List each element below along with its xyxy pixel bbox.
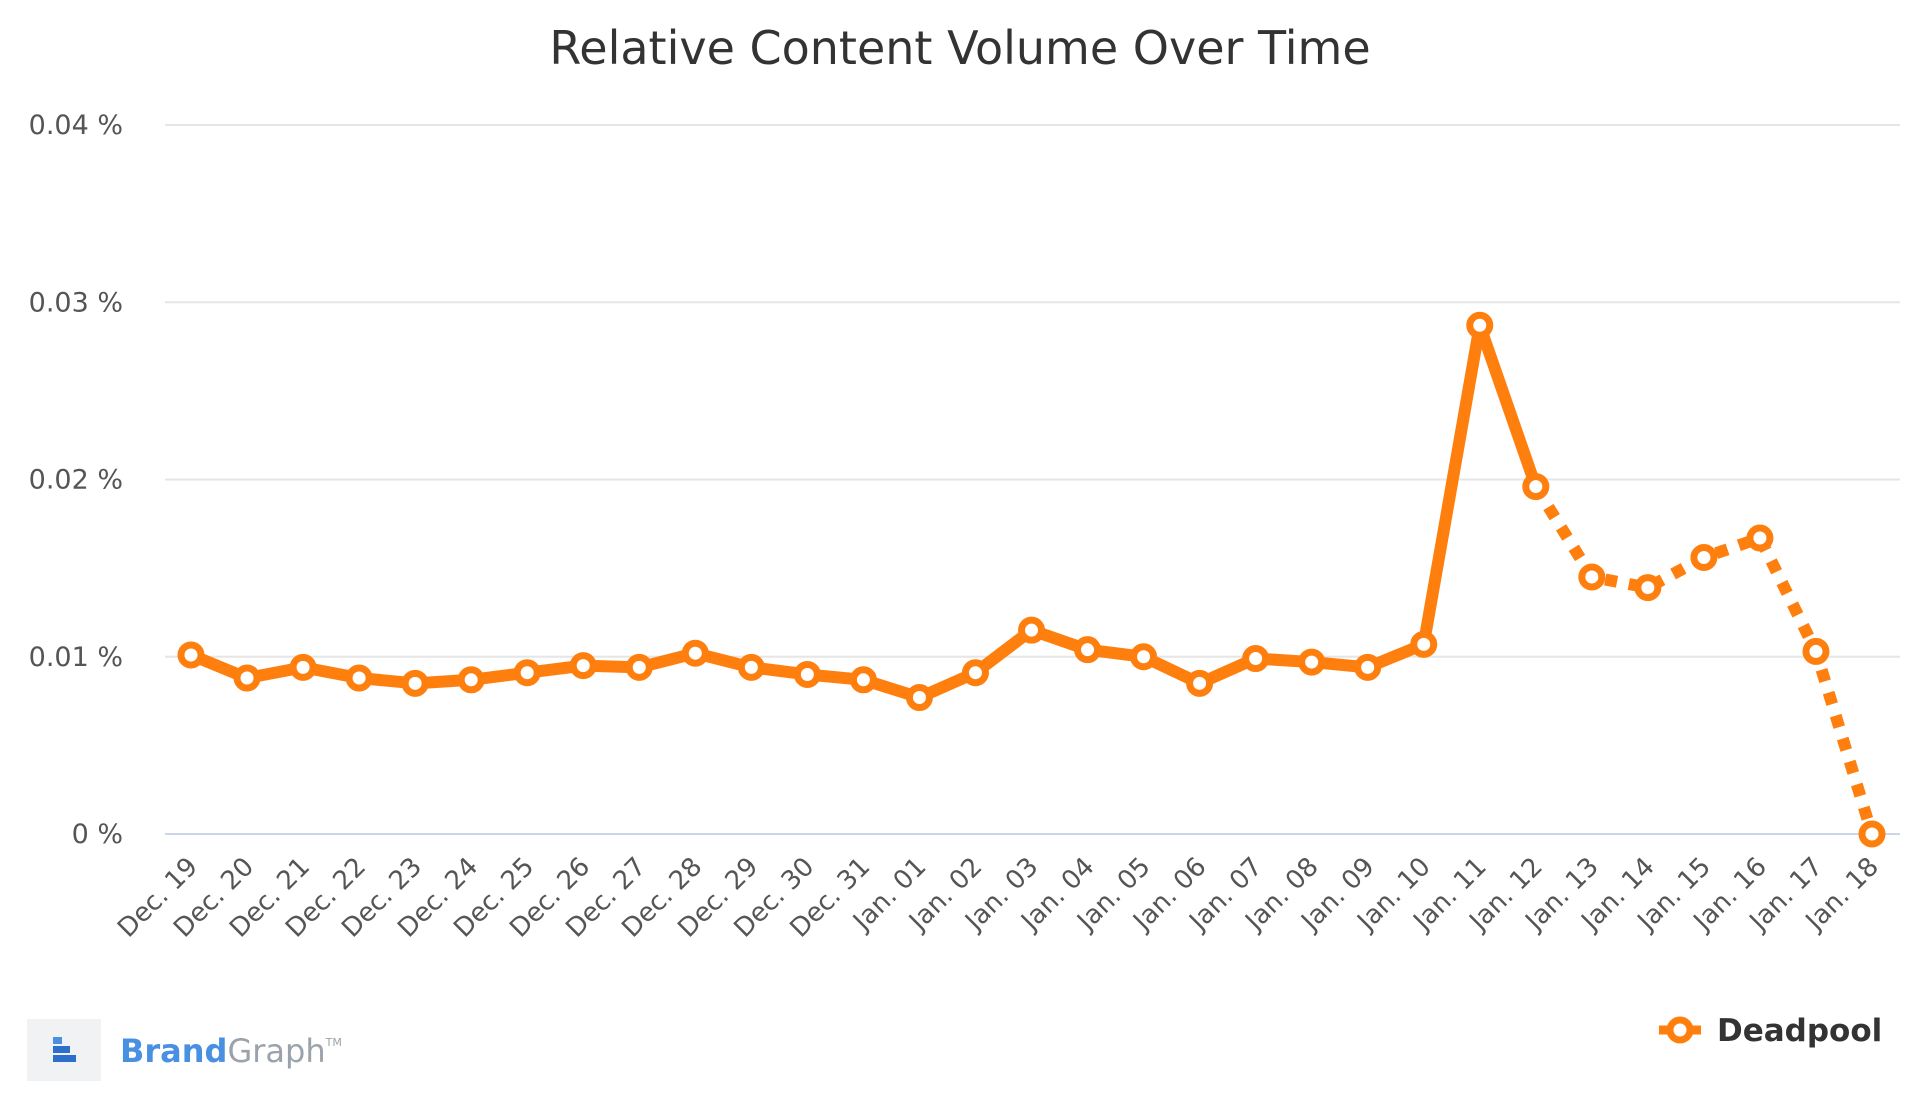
data-point[interactable] <box>1242 645 1270 673</box>
data-point[interactable] <box>1354 653 1382 681</box>
chart-title: Relative Content Volume Over Time <box>549 21 1370 75</box>
data-point[interactable] <box>1858 820 1886 848</box>
data-point[interactable] <box>905 684 933 712</box>
y-axis-ticks: 0 % 0.01 % 0.02 % 0.03 % 0.04 % <box>29 110 123 850</box>
gridlines <box>165 124 1900 835</box>
brand-trademark: TM <box>325 1036 342 1049</box>
bar-stack-icon <box>53 1037 76 1062</box>
data-point[interactable] <box>1074 636 1102 664</box>
data-point[interactable] <box>233 664 261 692</box>
data-point[interactable] <box>569 652 597 680</box>
data-point[interactable] <box>1690 543 1718 571</box>
data-point[interactable] <box>625 653 653 681</box>
y-tick-label: 0.03 % <box>29 287 123 318</box>
data-point[interactable] <box>1634 574 1662 602</box>
data-point[interactable] <box>1802 637 1830 665</box>
data-point[interactable] <box>1466 311 1494 339</box>
data-point[interactable] <box>961 659 989 687</box>
y-tick-label: 0 % <box>72 819 123 850</box>
data-point[interactable] <box>1522 473 1550 501</box>
data-point[interactable] <box>457 666 485 694</box>
data-point[interactable] <box>737 653 765 681</box>
data-point[interactable] <box>177 641 205 669</box>
data-point[interactable] <box>1186 669 1214 697</box>
series-line-solid <box>185 319 1542 704</box>
legend[interactable]: Deadpool <box>1659 1013 1882 1049</box>
y-tick-label: 0.01 % <box>29 642 123 673</box>
data-point[interactable] <box>1746 524 1774 552</box>
brand-logo: BrandGraphTM <box>27 1019 342 1081</box>
legend-marker-icon <box>1666 1016 1694 1044</box>
y-tick-label: 0.04 % <box>29 110 123 141</box>
data-point[interactable] <box>1130 643 1158 671</box>
data-point[interactable] <box>849 666 877 694</box>
brand-name-part2: Graph <box>227 1032 325 1070</box>
data-point[interactable] <box>1578 563 1606 591</box>
series-points <box>177 311 1886 848</box>
data-point[interactable] <box>289 653 317 681</box>
data-point[interactable] <box>1018 616 1045 644</box>
brand-name: BrandGraphTM <box>120 1032 342 1070</box>
data-point[interactable] <box>345 664 373 692</box>
y-tick-label: 0.02 % <box>29 465 123 496</box>
data-point[interactable] <box>1410 630 1438 658</box>
legend-label-deadpool: Deadpool <box>1717 1013 1882 1049</box>
data-point[interactable] <box>681 639 709 667</box>
brand-name-part1: Brand <box>120 1032 227 1070</box>
data-point[interactable] <box>793 660 821 688</box>
data-point[interactable] <box>1298 648 1326 676</box>
series-lines <box>185 319 1878 836</box>
data-point[interactable] <box>513 659 541 687</box>
data-point[interactable] <box>401 669 429 697</box>
